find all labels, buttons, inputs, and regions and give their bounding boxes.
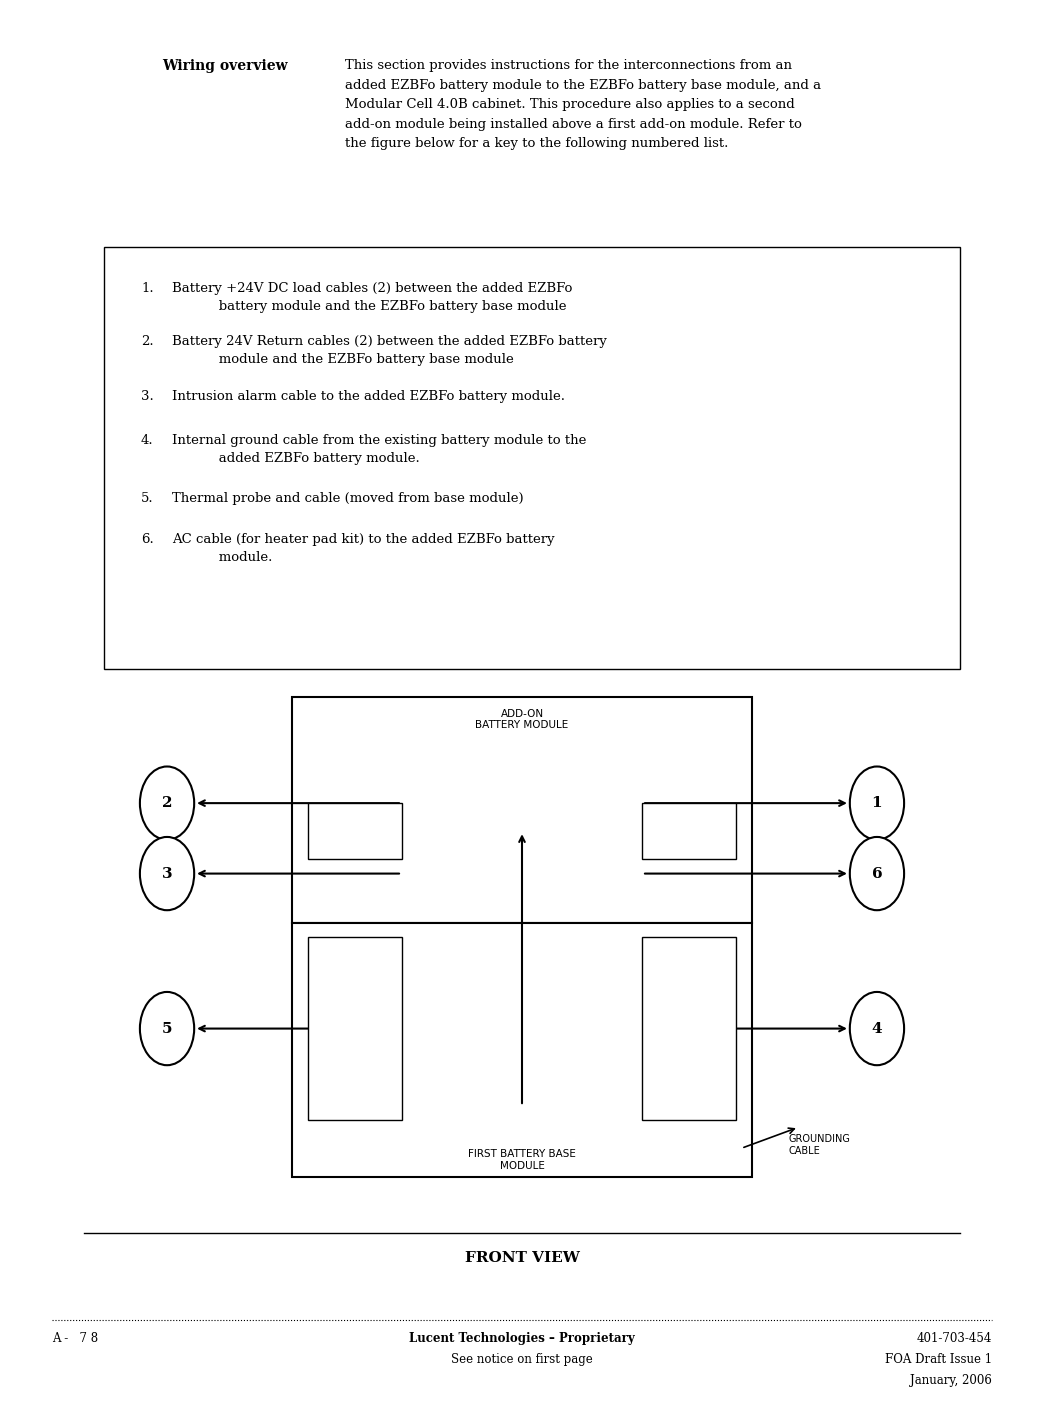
Text: 4.: 4. [141, 434, 153, 447]
Text: 6.: 6. [141, 533, 153, 545]
Bar [308, 937, 402, 1120]
Text: January, 2006: January, 2006 [910, 1374, 992, 1386]
Circle shape [850, 992, 904, 1065]
Circle shape [140, 992, 194, 1065]
Text: Intrusion alarm cable to the added EZBFo battery module.: Intrusion alarm cable to the added EZBFo… [172, 390, 565, 403]
Text: Wiring overview: Wiring overview [162, 59, 287, 73]
Text: 6: 6 [872, 867, 882, 881]
Text: 5.: 5. [141, 492, 153, 504]
Circle shape [140, 837, 194, 910]
Text: 2: 2 [162, 796, 172, 810]
Text: Thermal probe and cable (moved from base module): Thermal probe and cable (moved from base… [172, 492, 524, 504]
Text: 2.: 2. [141, 335, 153, 348]
Circle shape [140, 766, 194, 840]
Text: FRONT VIEW: FRONT VIEW [465, 1251, 579, 1265]
Text: FIRST BATTERY BASE
MODULE: FIRST BATTERY BASE MODULE [468, 1150, 576, 1171]
Text: 1: 1 [872, 796, 882, 810]
Bar [642, 803, 736, 859]
Text: 1.: 1. [141, 282, 153, 294]
Text: GROUNDING
CABLE: GROUNDING CABLE [788, 1134, 850, 1155]
Text: 4: 4 [872, 1022, 882, 1036]
Text: FOA Draft Issue 1: FOA Draft Issue 1 [884, 1353, 992, 1365]
Bar [642, 937, 736, 1120]
Bar [104, 247, 960, 669]
Text: 3: 3 [162, 867, 172, 881]
Text: 3.: 3. [141, 390, 153, 403]
Text: Internal ground cable from the existing battery module to the
           added E: Internal ground cable from the existing … [172, 434, 587, 465]
Text: AC cable (for heater pad kit) to the added EZBFo battery
           module.: AC cable (for heater pad kit) to the add… [172, 533, 554, 564]
Text: A -   7 8: A - 7 8 [52, 1332, 98, 1344]
Text: 5: 5 [162, 1022, 172, 1036]
Text: Lucent Technologies – Proprietary: Lucent Technologies – Proprietary [409, 1332, 635, 1344]
Text: Battery +24V DC load cables (2) between the added EZBFo
           battery modul: Battery +24V DC load cables (2) between … [172, 282, 573, 313]
Bar [292, 923, 752, 1177]
Text: This section provides instructions for the interconnections from an
added EZBFo : This section provides instructions for t… [345, 59, 821, 151]
Text: 401-703-454: 401-703-454 [917, 1332, 992, 1344]
Bar [308, 803, 402, 859]
Text: See notice on first page: See notice on first page [451, 1353, 593, 1365]
Text: ADD-ON
BATTERY MODULE: ADD-ON BATTERY MODULE [475, 709, 569, 730]
Bar [292, 697, 752, 923]
Text: Battery 24V Return cables (2) between the added EZBFo battery
           module : Battery 24V Return cables (2) between th… [172, 335, 608, 366]
Circle shape [850, 766, 904, 840]
Circle shape [850, 837, 904, 910]
